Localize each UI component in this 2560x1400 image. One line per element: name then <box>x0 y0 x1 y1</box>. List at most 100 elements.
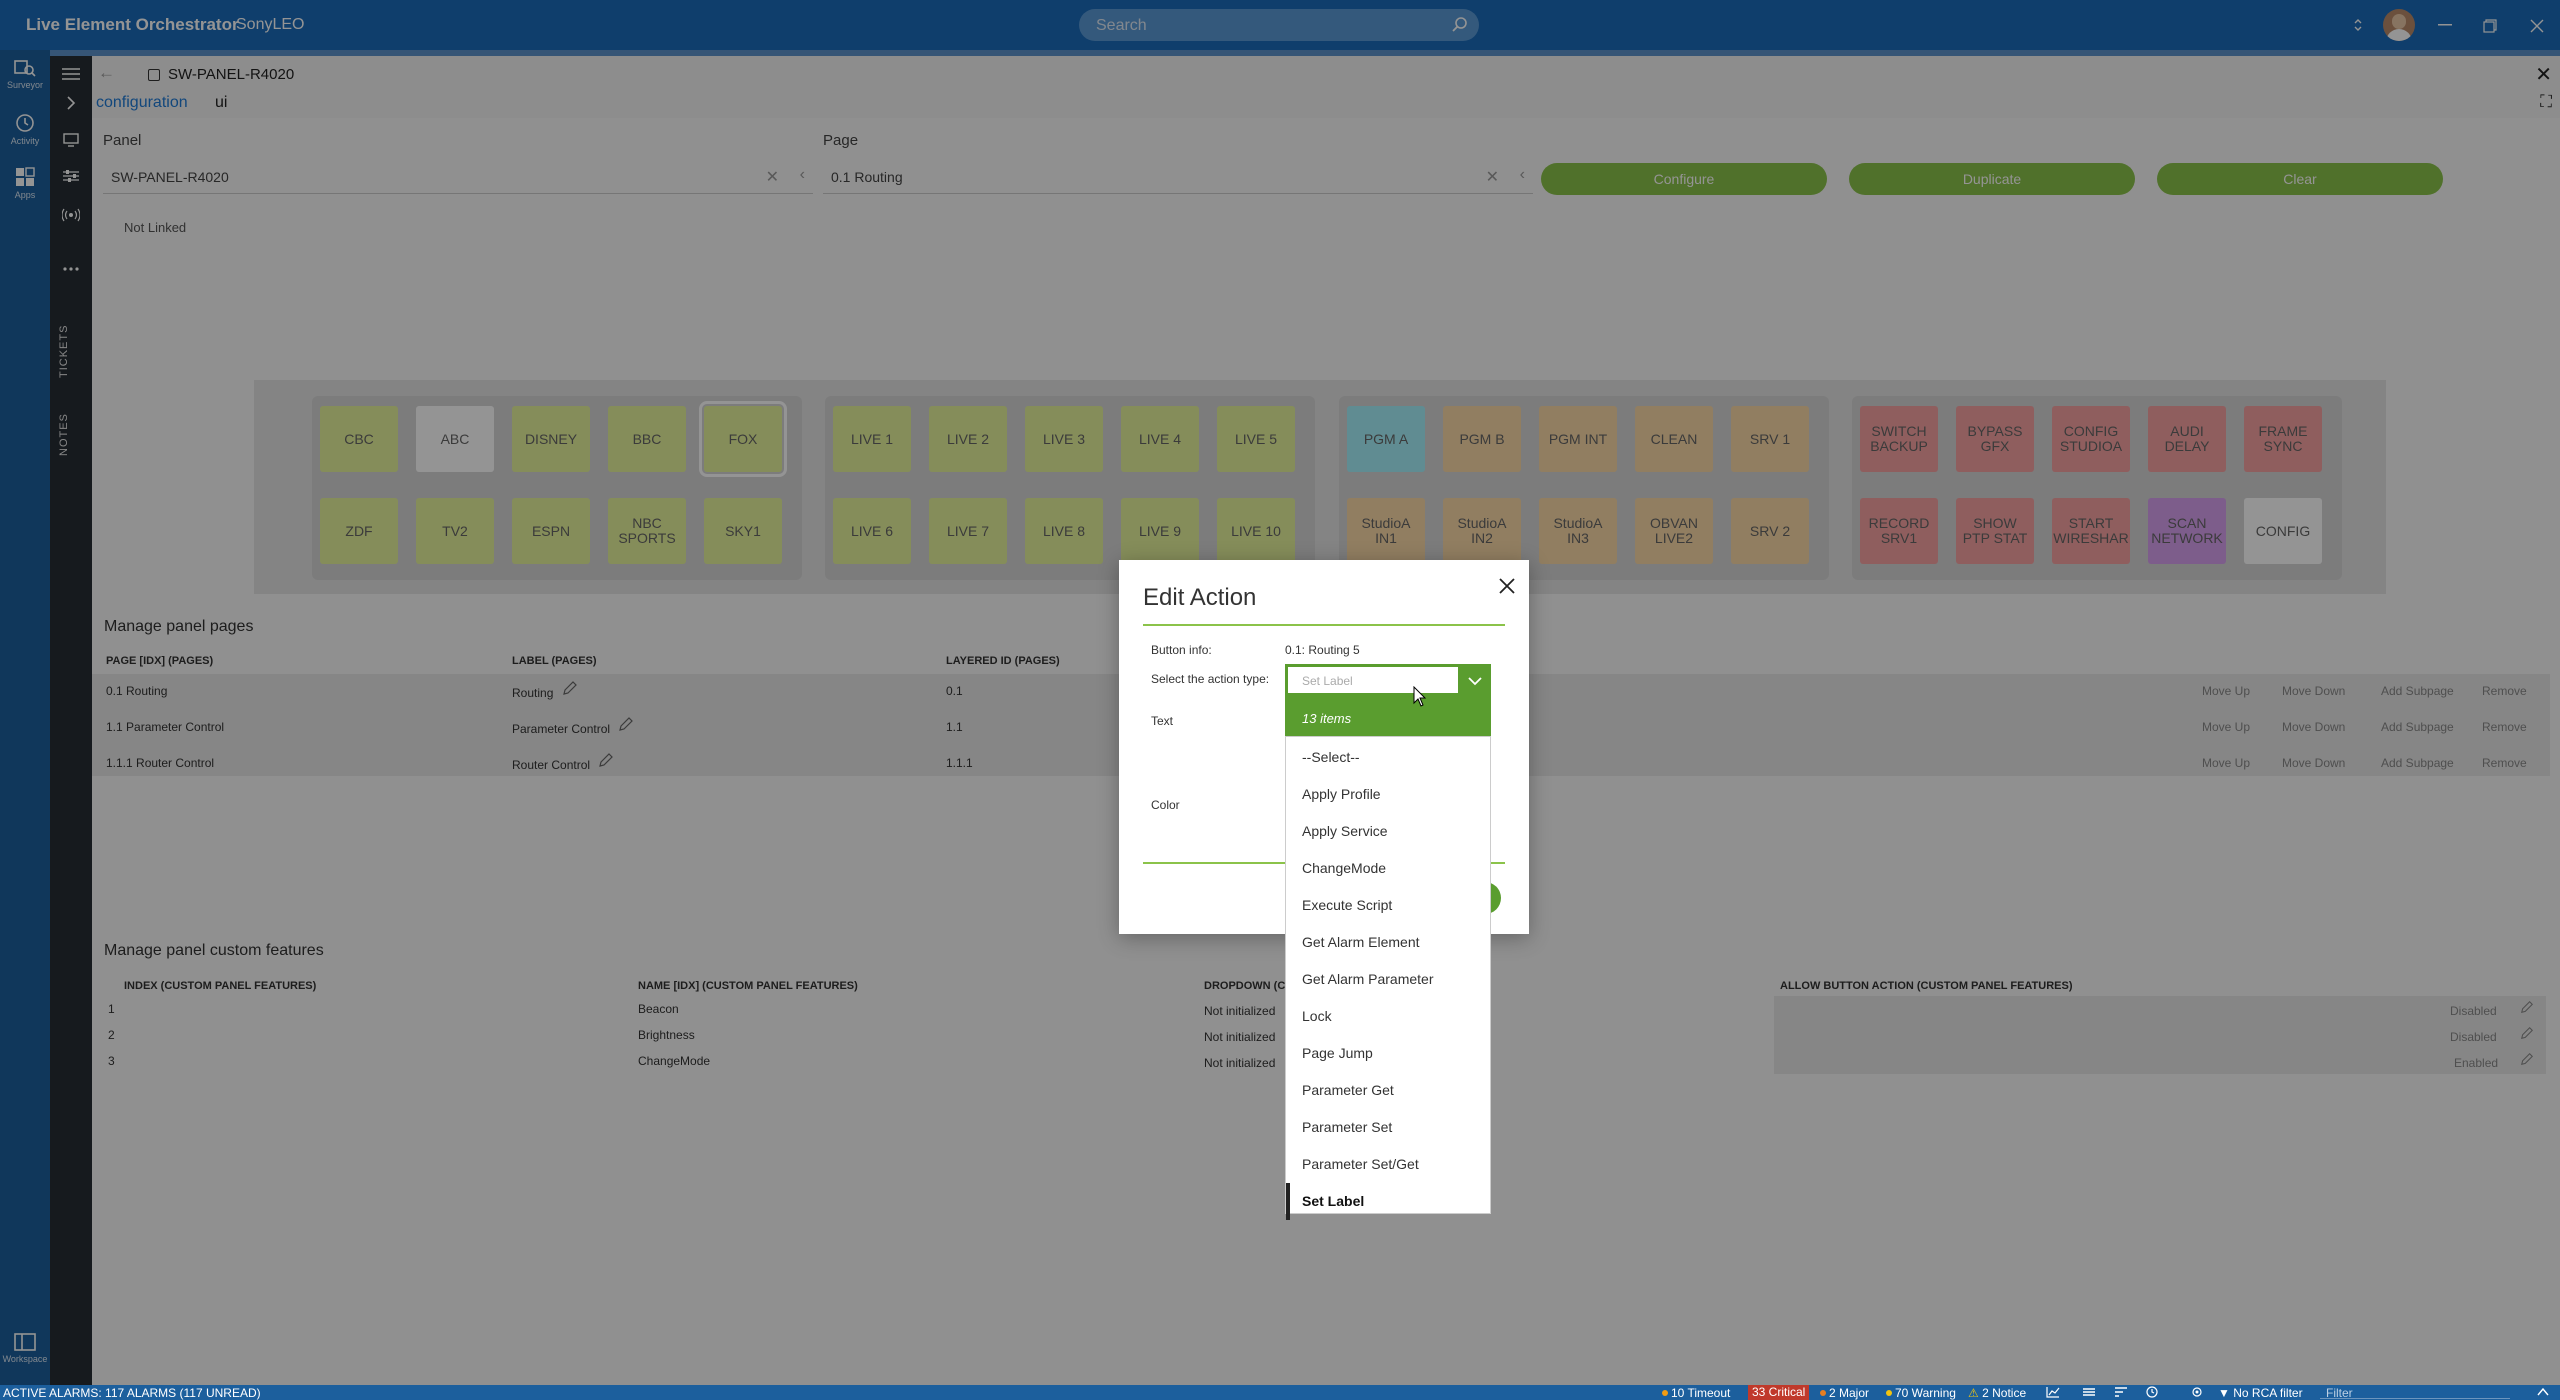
tab-ui[interactable]: ui <box>215 94 228 111</box>
dropdown-arrows-icon[interactable] <box>2352 19 2364 31</box>
page-label-cell[interactable]: Router Control <box>512 758 591 772</box>
critical-count[interactable]: 33 Critical <box>1748 1385 1810 1400</box>
dropdown-option-changemode[interactable]: ChangeMode <box>1302 860 1387 876</box>
major-count[interactable]: 2 Major <box>1820 1386 1869 1400</box>
dropdown-option-get-alarm-element[interactable]: Get Alarm Element <box>1302 934 1420 950</box>
clock-icon[interactable] <box>2146 1386 2158 1398</box>
monitor-icon[interactable] <box>62 132 80 148</box>
active-alarms[interactable]: ACTIVE ALARMS: 117 ALARMS (117 UNREAD) <box>3 1386 261 1400</box>
edit-pencil-icon[interactable] <box>2520 1000 2534 1014</box>
panel-button-sky1[interactable]: SKY1 <box>704 498 782 564</box>
panel-button-srv-2[interactable]: SRV 2 <box>1731 498 1809 564</box>
minimize-icon[interactable] <box>2438 24 2452 26</box>
page-action-move-down[interactable]: Move Down <box>2282 684 2346 698</box>
rail-item-apps[interactable]: Apps <box>0 166 50 200</box>
dropdown-option-page-jump[interactable]: Page Jump <box>1302 1045 1373 1061</box>
panel-button-audi-delay[interactable]: AUDI DELAY <box>2148 406 2226 472</box>
action-type-dropdown[interactable]: Set Label 13 items --Select-- Apply Profi… <box>1285 664 1491 1220</box>
rail-item-workspace[interactable]: Workspace <box>0 1332 50 1364</box>
panel-button-bypass-gfx[interactable]: BYPASS GFX <box>1956 406 2034 472</box>
card-checkbox[interactable] <box>148 69 160 81</box>
page-label-cell[interactable]: Parameter Control <box>512 722 611 736</box>
features-header-allow[interactable]: ALLOW BUTTON ACTION (CUSTOM PANEL FEATUR… <box>1780 980 2073 992</box>
rca-filter[interactable]: ▼ No RCA filter <box>2218 1386 2303 1400</box>
panel-button-record-srv1[interactable]: RECORD SRV1 <box>1860 498 1938 564</box>
panel-button-fox[interactable]: FOX <box>699 401 787 477</box>
features-header-index[interactable]: INDEX (CUSTOM PANEL FEATURES) <box>124 980 317 992</box>
dropdown-option-parameter-get[interactable]: Parameter Get <box>1302 1082 1394 1098</box>
sort-icon[interactable] <box>2114 1386 2128 1398</box>
edit-pencil-icon[interactable] <box>562 680 578 696</box>
panel-button-live-10[interactable]: LIVE 10 <box>1217 498 1295 564</box>
timeout-count[interactable]: 10 Timeout <box>1662 1386 1730 1400</box>
clear-button[interactable]: Clear <box>2157 163 2443 195</box>
panel-button-frame-sync[interactable]: FRAME SYNC <box>2244 406 2322 472</box>
search-box[interactable]: Search <box>1079 9 1479 41</box>
panel-button-live-1[interactable]: LIVE 1 <box>833 406 911 472</box>
feature-allow-cell[interactable]: Disabled <box>2450 1004 2497 1018</box>
panel-button-cbc[interactable]: CBC <box>320 406 398 472</box>
page-action-remove[interactable]: Remove <box>2482 720 2527 734</box>
features-header-name[interactable]: NAME [IDX] (CUSTOM PANEL FEATURES) <box>638 980 858 992</box>
dropdown-option-execute-script[interactable]: Execute Script <box>1302 897 1393 913</box>
panel-button-config[interactable]: CONFIG <box>2244 498 2322 564</box>
page-action-move-up[interactable]: Move Up <box>2202 756 2251 770</box>
page-name-cell[interactable]: 1.1.1 Router Control <box>106 756 215 770</box>
dropdown-option-parameter-set-get[interactable]: Parameter Set/Get <box>1302 1156 1419 1172</box>
focus-icon[interactable] <box>2190 1386 2204 1398</box>
pages-header-label[interactable]: LABEL (PAGES) <box>512 655 597 667</box>
page-action-add-subpage[interactable]: Add Subpage <box>2381 720 2454 734</box>
page-action-remove[interactable]: Remove <box>2482 684 2527 698</box>
page-action-add-subpage[interactable]: Add Subpage <box>2381 684 2454 698</box>
chevron-left-icon[interactable]: ‹ <box>799 166 805 183</box>
configure-button[interactable]: Configure <box>1541 163 1827 195</box>
dropdown-option-apply-profile[interactable]: Apply Profile <box>1302 786 1381 802</box>
panel-button-studioa-in3[interactable]: StudioA IN3 <box>1539 498 1617 564</box>
page-action-move-down[interactable]: Move Down <box>2282 756 2346 770</box>
hamburger-icon[interactable] <box>62 66 80 82</box>
panel-button-pgm-a[interactable]: PGM A <box>1347 406 1425 472</box>
panel-button-live-6[interactable]: LIVE 6 <box>833 498 911 564</box>
panel-button-scan-network[interactable]: SCAN NETWORK <box>2148 498 2226 564</box>
panel-button-live-9[interactable]: LIVE 9 <box>1121 498 1199 564</box>
chart-icon[interactable] <box>2046 1386 2060 1398</box>
panel-button-bbc[interactable]: BBC <box>608 406 686 472</box>
dropdown-option-get-alarm-parameter[interactable]: Get Alarm Parameter <box>1302 971 1434 987</box>
page-label-cell[interactable]: Routing <box>512 686 554 700</box>
panel-button-srv-1[interactable]: SRV 1 <box>1731 406 1809 472</box>
pages-header-page[interactable]: PAGE [IDX] (PAGES) <box>106 655 214 667</box>
feature-name-cell[interactable]: Beacon <box>638 1002 679 1016</box>
panel-button-live-7[interactable]: LIVE 7 <box>929 498 1007 564</box>
action-type-input[interactable]: Set Label <box>1287 666 1459 694</box>
warning-count[interactable]: 70 Warning <box>1886 1386 1956 1400</box>
panel-button-live-5[interactable]: LIVE 5 <box>1217 406 1295 472</box>
panel-button-obvan-live2[interactable]: OBVAN LIVE2 <box>1635 498 1713 564</box>
page-action-add-subpage[interactable]: Add Subpage <box>2381 756 2454 770</box>
panel-button-live-2[interactable]: LIVE 2 <box>929 406 1007 472</box>
clear-icon[interactable]: ✕ <box>765 169 779 186</box>
features-header-dropdown[interactable]: DROPDOWN (C <box>1204 980 1286 992</box>
edit-pencil-icon[interactable] <box>598 752 614 768</box>
panel-button-live-3[interactable]: LIVE 3 <box>1025 406 1103 472</box>
sliders-icon[interactable] <box>62 168 80 184</box>
feature-name-cell[interactable]: Brightness <box>638 1028 695 1042</box>
restore-icon[interactable] <box>2483 19 2497 33</box>
panel-button-start-wireshar[interactable]: START WIRESHAR <box>2052 498 2130 564</box>
avatar[interactable] <box>2383 9 2415 41</box>
edit-pencil-icon[interactable] <box>2520 1026 2534 1040</box>
search-icon[interactable] <box>1451 16 1469 34</box>
feature-allow-cell[interactable]: Enabled <box>2454 1056 2499 1070</box>
panel-button-config-studioa[interactable]: CONFIG STUDIOA <box>2052 406 2130 472</box>
page-action-move-up[interactable]: Move Up <box>2202 720 2251 734</box>
page-action-remove[interactable]: Remove <box>2482 756 2527 770</box>
panel-button-zdf[interactable]: ZDF <box>320 498 398 564</box>
edit-pencil-icon[interactable] <box>618 716 634 732</box>
duplicate-button[interactable]: Duplicate <box>1849 163 2135 195</box>
list-view-icon[interactable] <box>2082 1386 2096 1398</box>
panel-button-abc[interactable]: ABC <box>416 406 494 472</box>
panel-button-nbc-sports[interactable]: NBC SPORTS <box>608 498 686 564</box>
panel-button-clean[interactable]: CLEAN <box>1635 406 1713 472</box>
chevron-right-icon[interactable] <box>65 96 77 110</box>
dropdown-option-lock[interactable]: Lock <box>1302 1008 1332 1024</box>
dropdown-option-select[interactable]: --Select-- <box>1302 749 1360 765</box>
